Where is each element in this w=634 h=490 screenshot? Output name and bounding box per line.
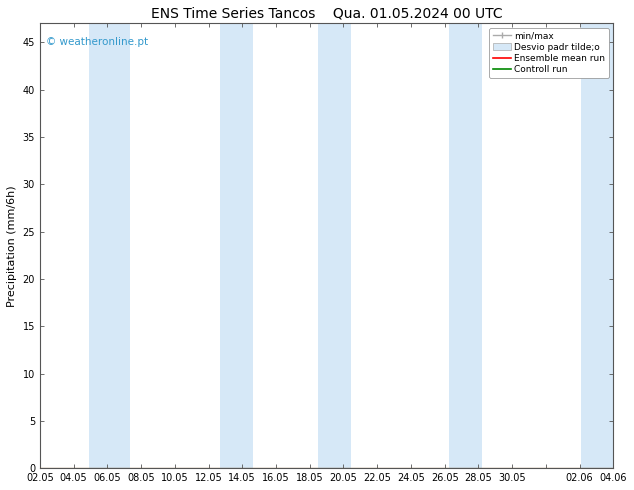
Bar: [89, 24, 130, 468]
Bar: [581, 24, 613, 468]
Y-axis label: Precipitation (mm/6h): Precipitation (mm/6h): [7, 185, 17, 307]
Bar: [450, 24, 482, 468]
Text: © weatheronline.pt: © weatheronline.pt: [46, 37, 148, 47]
Bar: [220, 24, 253, 468]
Title: ENS Time Series Tancos    Qua. 01.05.2024 00 UTC: ENS Time Series Tancos Qua. 01.05.2024 0…: [151, 7, 502, 21]
Legend: min/max, Desvio padr tilde;o, Ensemble mean run, Controll run: min/max, Desvio padr tilde;o, Ensemble m…: [489, 28, 609, 78]
Bar: [318, 24, 351, 468]
